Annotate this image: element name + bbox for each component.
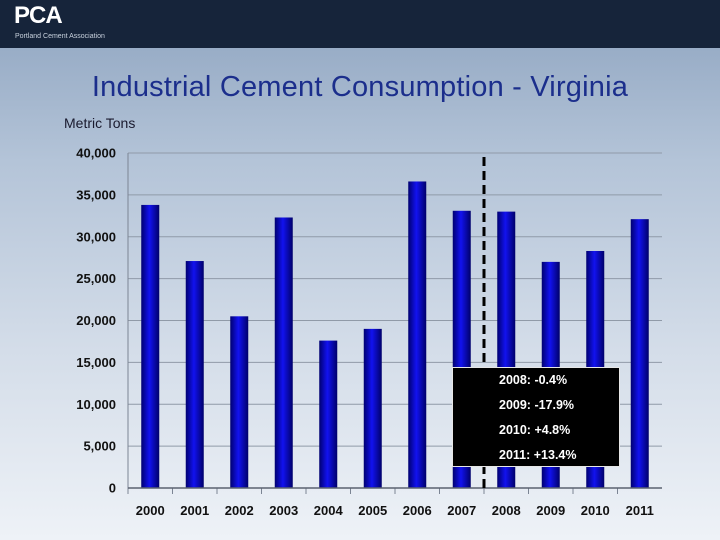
x-tick-label: 2001 [180,503,209,518]
chart-title: Industrial Cement Consumption - Virginia [91,71,629,103]
y-tick-label: 40,000 [76,146,116,161]
x-tick-label: 2005 [358,503,387,518]
y-tick-label: 15,000 [76,355,116,370]
bar-2002 [230,316,249,488]
x-tick-label: 2009 [536,503,565,518]
annotation-2010: 2010: +4.8% [499,423,571,437]
y-tick-label: 35,000 [76,187,116,202]
y-tick-label: 5,000 [83,439,116,454]
bar-2004 [319,340,338,488]
x-tick-label: 2004 [314,503,344,518]
change-annotation-box: 2008: -0.4% 2009: -17.9% 2010: +4.8% 201… [452,367,620,467]
units-label: Metric Tons [64,115,136,131]
y-tick-label: 30,000 [76,229,116,244]
y-tick-label: 25,000 [76,271,116,286]
x-tick-label: 2010 [581,503,610,518]
x-tick-label: 2000 [136,503,165,518]
pca-logo: PCA [14,2,63,29]
bar-2011 [630,219,649,488]
bar-2003 [274,217,293,489]
annotation-2008: 2008: -0.4% [499,373,568,387]
logo-subtitle: Portland Cement Association [15,33,105,40]
annotation-2009: 2009: -17.9% [499,398,575,412]
x-tick-label: 2002 [225,503,254,518]
header-bar: PCA Portland Cement Association [0,0,720,48]
bar-2001 [185,261,204,488]
bar-2005 [363,328,382,488]
bar-2000 [141,204,160,489]
y-tick-label: 20,000 [76,313,116,328]
x-tick-label: 2007 [447,503,476,518]
x-tick-label: 2011 [626,503,654,518]
annotation-2011: 2011: +13.4% [499,448,577,462]
bar-2006 [408,181,427,488]
x-tick-label: 2006 [403,503,432,518]
y-tick-label: 0 [109,481,116,496]
x-tick-label: 2003 [269,503,298,518]
x-tick-label: 2008 [492,503,521,518]
y-tick-label: 10,000 [76,397,116,412]
